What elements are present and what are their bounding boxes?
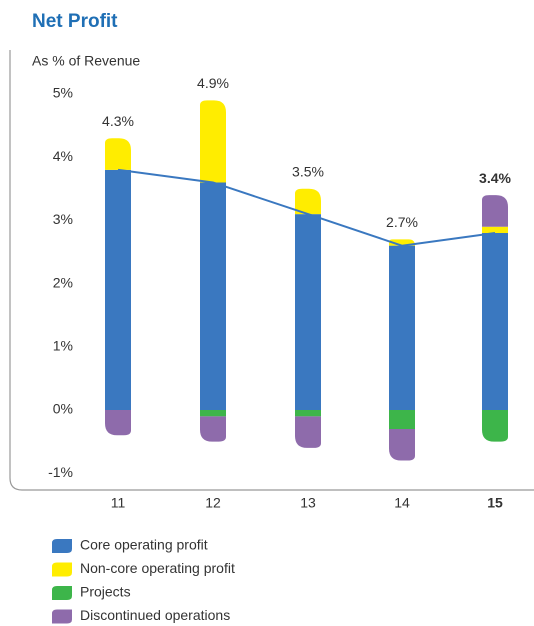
legend-swatch [52,586,72,600]
bar-segment [105,169,131,410]
total-label: 3.5% [292,164,324,180]
y-tick-label: -1% [48,464,73,480]
y-tick-label: 1% [53,338,73,354]
legend-label: Projects [80,584,131,600]
frame [9,50,534,491]
bar-segment [295,214,321,410]
y-tick-label: 2% [53,274,73,290]
bar-segment [295,416,321,448]
y-tick-label: 4% [53,148,73,164]
total-label: 4.3% [102,113,134,129]
bar-segment [200,416,226,442]
legend-swatch [52,562,72,577]
bar-segment [389,428,415,461]
y-tick-label: 3% [53,211,73,227]
bar-segment [295,410,321,417]
bar-segment [295,188,321,215]
bar-segment [389,410,415,429]
chart-title: Net Profit [32,11,118,32]
bar-segment [482,233,508,410]
bar-segment [200,100,226,183]
line [117,168,496,247]
bar-segment [105,138,131,170]
legend-swatch [52,539,72,553]
legend-label: Non-core operating profit [80,560,235,576]
bar-segment [389,245,415,410]
chart-subtitle: As % of Revenue [32,53,140,69]
y-tick-label: 0% [53,401,73,417]
total-label: 4.9% [197,75,229,91]
x-tick-label: 12 [205,495,221,511]
bar-segment [105,410,131,436]
legend-label: Core operating profit [80,537,208,553]
x-tick-label: 11 [111,495,126,511]
legend-swatch [52,609,72,624]
bar-segment [200,410,226,417]
bar-segment [482,195,508,227]
bar-segment [200,182,226,410]
legend-label: Discontinued operations [80,607,230,623]
bar-segment [482,410,508,442]
y-tick-label: 5% [53,85,73,101]
total-label: 3.4% [479,170,511,186]
x-tick-label: 13 [300,495,316,511]
x-tick-label: 15 [487,495,503,511]
total-label: 2.7% [386,214,418,230]
bar-segment [482,226,508,234]
x-tick-label: 14 [394,495,410,511]
